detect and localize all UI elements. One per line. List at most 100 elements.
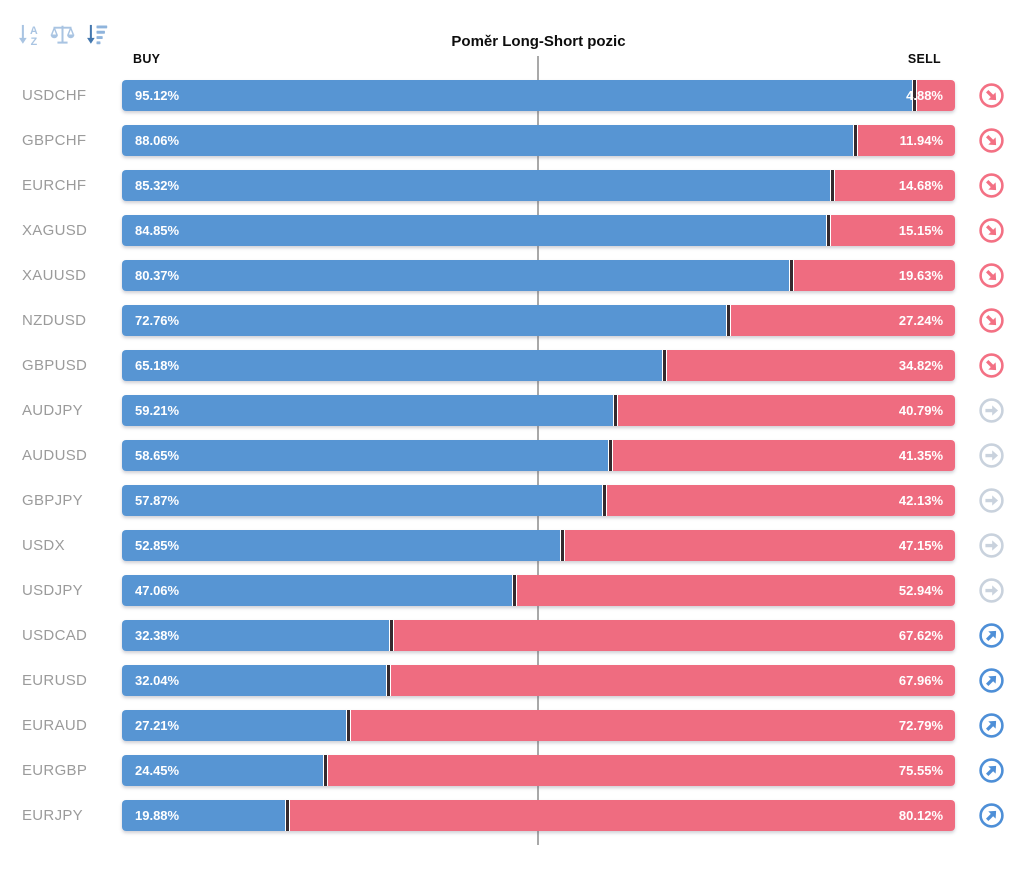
symbol-label: USDJPY	[22, 582, 83, 599]
segment-divider	[725, 305, 731, 336]
symbol-label: AUDUSD	[22, 447, 88, 464]
symbol-label: USDCAD	[22, 627, 88, 644]
svg-text:Z: Z	[31, 36, 38, 48]
buy-segment: 57.87%	[122, 485, 602, 516]
symbol-row[interactable]: USDX 52.85% 47.15%	[0, 523, 1018, 568]
long-short-ratio-bar: 72.76% 27.24%	[122, 305, 955, 336]
long-short-ratio-bar: 80.37% 19.63%	[122, 260, 955, 291]
sell-segment: 67.96%	[391, 665, 955, 696]
trend-down-icon	[978, 352, 1005, 379]
trend-flat-icon	[978, 532, 1005, 559]
sell-percent-label: 67.62%	[898, 628, 943, 643]
segment-divider	[323, 755, 329, 786]
symbol-row[interactable]: AUDJPY 59.21% 40.79%	[0, 388, 1018, 433]
long-short-ratio-bar: 95.12% 4.88%	[122, 80, 955, 111]
buy-column-header: BUY	[133, 52, 161, 66]
trend-down-icon	[978, 217, 1005, 244]
long-short-ratio-bar: 32.04% 67.96%	[122, 665, 955, 696]
segment-divider	[612, 395, 618, 426]
trend-up-icon	[978, 757, 1005, 784]
long-short-ratio-bar: 88.06% 11.94%	[122, 125, 955, 156]
segment-divider	[788, 260, 794, 291]
long-short-ratio-bar: 47.06% 52.94%	[122, 575, 955, 606]
long-short-ratio-bar: 84.85% 15.15%	[122, 215, 955, 246]
trend-up-icon	[978, 622, 1005, 649]
segment-divider	[389, 620, 395, 651]
long-short-ratio-bar: 24.45% 75.55%	[122, 755, 955, 786]
buy-segment: 85.32%	[122, 170, 831, 201]
sell-segment: 47.15%	[564, 530, 955, 561]
segment-divider	[662, 350, 668, 381]
sell-percent-label: 11.94%	[899, 133, 943, 148]
symbol-label: AUDJPY	[22, 402, 83, 419]
long-short-ratio-bar: 59.21% 40.79%	[122, 395, 955, 426]
symbol-label: GBPUSD	[22, 357, 88, 374]
sell-segment: 14.68%	[835, 170, 955, 201]
buy-segment: 65.18%	[122, 350, 663, 381]
sell-segment: 72.79%	[351, 710, 955, 741]
sell-segment: 80.12%	[290, 800, 955, 831]
symbol-label: XAGUSD	[22, 222, 88, 239]
buy-percent-label: 24.45%	[135, 763, 180, 778]
segment-divider	[911, 80, 917, 111]
sell-percent-label: 67.96%	[898, 673, 943, 688]
buy-percent-label: 88.06%	[135, 133, 180, 148]
trend-down-icon	[978, 82, 1005, 109]
symbol-row[interactable]: EURAUD 27.21% 72.79%	[0, 703, 1018, 748]
buy-segment: 47.06%	[122, 575, 512, 606]
symbol-label: EURCHF	[22, 177, 87, 194]
buy-segment: 32.04%	[122, 665, 387, 696]
symbol-row[interactable]: XAGUSD 84.85% 15.15%	[0, 208, 1018, 253]
buy-segment: 72.76%	[122, 305, 726, 336]
symbol-label: USDCHF	[22, 87, 87, 104]
chart-title: Poměr Long-Short pozic	[451, 33, 626, 50]
sell-percent-label: 72.79%	[898, 718, 943, 733]
segment-divider	[830, 170, 836, 201]
buy-segment: 24.45%	[122, 755, 324, 786]
symbol-row[interactable]: USDCHF 95.12% 4.88%	[0, 73, 1018, 118]
sell-segment: 15.15%	[831, 215, 955, 246]
buy-segment: 59.21%	[122, 395, 613, 426]
buy-segment: 80.37%	[122, 260, 789, 291]
symbol-row[interactable]: GBPCHF 88.06% 11.94%	[0, 118, 1018, 163]
trend-up-icon	[978, 712, 1005, 739]
symbol-row[interactable]: NZDUSD 72.76% 27.24%	[0, 298, 1018, 343]
trend-down-icon	[978, 127, 1005, 154]
long-short-ratio-bar: 32.38% 67.62%	[122, 620, 955, 651]
long-short-ratio-bar: 19.88% 80.12%	[122, 800, 955, 831]
symbol-rows: USDCHF 95.12% 4.88% GBPCHF 88.06% 11.	[0, 73, 1018, 838]
trend-flat-icon	[978, 397, 1005, 424]
symbol-row[interactable]: EURUSD 32.04% 67.96%	[0, 658, 1018, 703]
sell-percent-label: 47.15%	[898, 538, 943, 553]
symbol-row[interactable]: AUDUSD 58.65% 41.35%	[0, 433, 1018, 478]
symbol-row[interactable]: XAUUSD 80.37% 19.63%	[0, 253, 1018, 298]
buy-percent-label: 58.65%	[135, 448, 180, 463]
symbol-row[interactable]: GBPJPY 57.87% 42.13%	[0, 478, 1018, 523]
buy-percent-label: 32.38%	[135, 628, 180, 643]
buy-percent-label: 32.04%	[135, 673, 180, 688]
symbol-row[interactable]: USDCAD 32.38% 67.62%	[0, 613, 1018, 658]
buy-percent-label: 19.88%	[135, 808, 180, 823]
segment-divider	[285, 800, 291, 831]
symbol-row[interactable]: GBPUSD 65.18% 34.82%	[0, 343, 1018, 388]
buy-segment: 58.65%	[122, 440, 609, 471]
sell-column-header: SELL	[907, 52, 941, 66]
buy-percent-label: 27.21%	[135, 718, 180, 733]
sell-percent-label: 40.79%	[898, 403, 943, 418]
symbol-label: EURJPY	[22, 807, 83, 824]
symbol-row[interactable]: USDJPY 47.06% 52.94%	[0, 568, 1018, 613]
symbol-row[interactable]: EURGBP 24.45% 75.55%	[0, 748, 1018, 793]
sort-alphabetical-icon[interactable]: A Z	[15, 21, 42, 48]
symbol-row[interactable]: EURCHF 85.32% 14.68%	[0, 163, 1018, 208]
balance-scale-icon[interactable]	[49, 21, 76, 48]
buy-percent-label: 72.76%	[135, 313, 180, 328]
sort-amount-desc-icon[interactable]	[83, 21, 110, 48]
symbol-label: GBPJPY	[22, 492, 83, 509]
long-short-ratio-bar: 52.85% 47.15%	[122, 530, 955, 561]
symbol-row[interactable]: EURJPY 19.88% 80.12%	[0, 793, 1018, 838]
sell-percent-label: 34.82%	[898, 358, 943, 373]
sort-toolbar: A Z	[15, 21, 110, 48]
segment-divider	[559, 530, 565, 561]
sell-percent-label: 41.35%	[898, 448, 943, 463]
